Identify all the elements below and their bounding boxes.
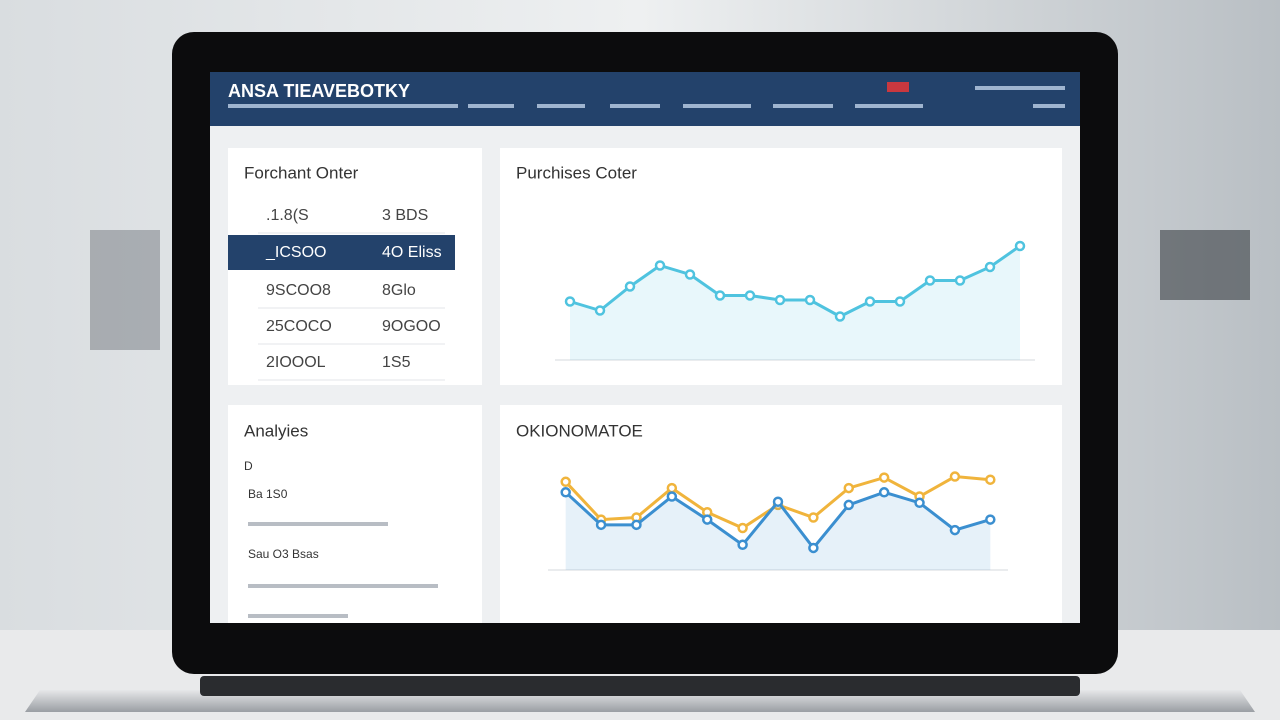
nav	[468, 86, 1065, 108]
point	[595, 519, 607, 531]
row-highlight	[228, 235, 455, 270]
line	[569, 244, 1021, 319]
point	[949, 524, 961, 536]
user-info[interactable]	[975, 86, 1065, 90]
point	[624, 281, 636, 292]
panel-title: Forchant Onter	[244, 163, 359, 182]
point	[804, 294, 816, 306]
point	[984, 261, 996, 273]
point	[654, 260, 666, 271]
panel-title: Analyies	[244, 421, 308, 440]
chart-panel	[500, 405, 1062, 623]
cell: 2IOOOL	[266, 354, 326, 371]
list-item-blur	[248, 614, 348, 618]
point	[878, 472, 890, 483]
list-item-blur	[248, 522, 388, 526]
monitor-blur	[1160, 230, 1250, 300]
point	[843, 482, 855, 494]
chair-blur	[90, 230, 160, 350]
point	[954, 275, 966, 286]
nav-item[interactable]	[683, 104, 751, 108]
point	[744, 290, 756, 301]
cell: 3 BDS	[382, 207, 428, 224]
point	[666, 491, 678, 502]
point	[564, 296, 576, 307]
point	[774, 294, 786, 306]
point	[560, 487, 571, 498]
cell: 25COCO	[266, 318, 332, 335]
list-item: Ba 1S0	[248, 487, 288, 501]
nav-item[interactable]	[1033, 104, 1065, 108]
nav-item[interactable]	[468, 104, 514, 108]
alert-badge[interactable]	[887, 82, 909, 92]
point	[714, 290, 726, 301]
chart-title: OKIONOMATOE	[516, 421, 643, 440]
chart-panel	[500, 148, 1062, 385]
point	[808, 512, 819, 523]
point	[949, 471, 961, 482]
charts: Purchises Coter OKIONOMATOE	[516, 163, 1035, 571]
header-title: ANSA TIEAVEBOTKY	[228, 81, 410, 101]
cell: 8Glo	[382, 282, 416, 299]
cell: 1S5	[382, 354, 411, 371]
analytics-items: D Ba 1S0 Sau O3 Bsas	[244, 459, 438, 618]
point	[864, 296, 876, 307]
order-rows: .1.8(S 3 BDS _ICSOO 4O Eliss 9SCOO8 8Glo 25COC…	[228, 207, 455, 381]
point	[878, 487, 890, 498]
nav-item[interactable]	[537, 104, 585, 108]
point	[594, 305, 606, 316]
point	[834, 311, 846, 322]
point	[684, 269, 696, 280]
list-item-blur	[248, 584, 438, 588]
header	[210, 72, 1080, 126]
point	[560, 476, 571, 488]
header-subtitle	[228, 104, 458, 108]
point	[1014, 240, 1026, 252]
point	[772, 496, 784, 507]
point	[666, 482, 678, 494]
point	[631, 519, 642, 531]
point	[701, 514, 713, 525]
cell: .1.8(S	[266, 207, 309, 224]
list-item: Sau O3 Bsas	[248, 547, 319, 561]
cell: 4O Eliss	[382, 244, 442, 261]
point	[985, 514, 996, 525]
keyboard	[200, 676, 1080, 696]
nav-item[interactable]	[773, 104, 833, 108]
point	[914, 497, 925, 509]
point	[924, 275, 936, 286]
list-item: D	[244, 459, 253, 473]
point	[737, 522, 748, 534]
cell: 9OGOO	[382, 318, 441, 335]
area	[565, 492, 991, 570]
point	[985, 474, 996, 485]
cell: 9SCOO8	[266, 282, 331, 299]
area	[570, 246, 1020, 360]
point	[894, 296, 906, 307]
point	[737, 539, 748, 551]
cell: _ICSOO	[265, 244, 326, 261]
nav-item[interactable]	[610, 104, 660, 108]
nav-item[interactable]	[855, 104, 923, 108]
point	[843, 499, 855, 511]
chart-title: Purchises Coter	[516, 163, 637, 182]
point	[808, 542, 819, 554]
